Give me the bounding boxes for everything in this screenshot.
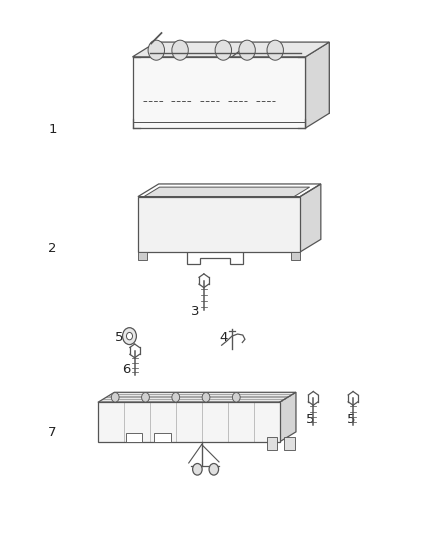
Bar [290,252,300,261]
Text: 2: 2 [48,241,57,255]
Bar [284,437,295,450]
Bar [138,252,148,261]
Polygon shape [98,392,296,402]
Text: 4: 4 [219,331,227,344]
Polygon shape [133,57,305,128]
Polygon shape [154,433,170,442]
Circle shape [202,393,210,402]
Polygon shape [300,184,321,252]
Bar [267,437,277,450]
Circle shape [267,40,283,60]
Polygon shape [133,42,329,57]
Polygon shape [305,42,329,128]
Circle shape [215,40,232,60]
Text: 5: 5 [115,331,124,344]
Polygon shape [279,392,296,442]
Circle shape [209,464,219,475]
Circle shape [172,393,180,402]
Circle shape [127,333,133,340]
Polygon shape [138,197,300,252]
Text: 5: 5 [346,413,355,426]
Polygon shape [126,433,142,442]
Text: 6: 6 [122,363,130,376]
Polygon shape [144,187,310,197]
Circle shape [239,40,255,60]
Circle shape [148,40,165,60]
Text: 7: 7 [48,426,57,439]
Circle shape [233,393,240,402]
Text: 5: 5 [306,413,314,426]
Circle shape [172,40,188,60]
Circle shape [141,393,149,402]
Text: 1: 1 [48,123,57,136]
Text: 3: 3 [191,305,199,318]
Circle shape [111,393,119,402]
Circle shape [193,464,202,475]
Polygon shape [156,42,329,114]
Circle shape [123,328,136,344]
Polygon shape [98,402,279,442]
